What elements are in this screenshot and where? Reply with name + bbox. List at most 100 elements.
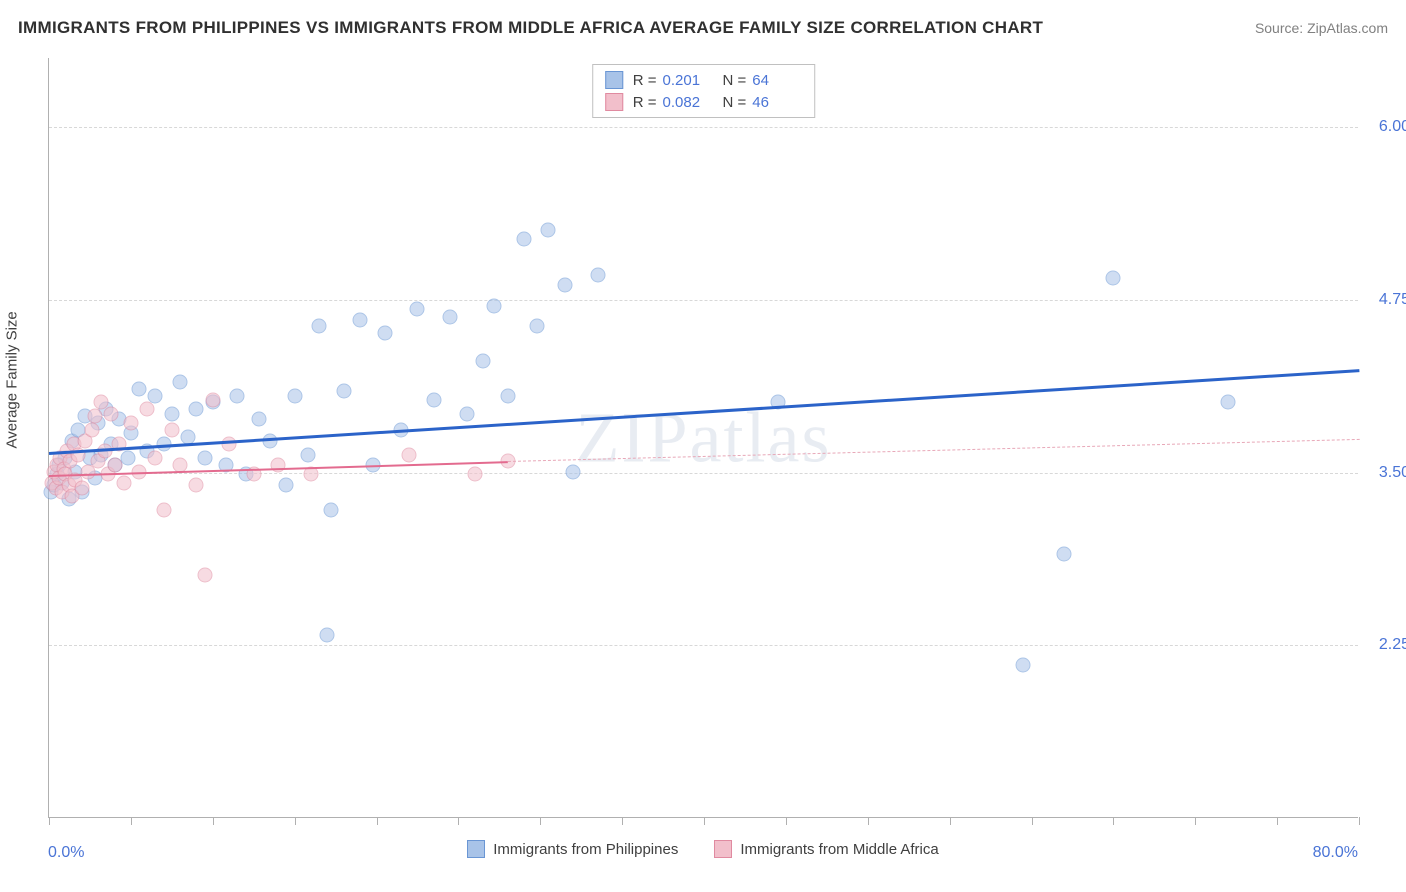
data-point xyxy=(590,268,605,283)
y-tick-label: 2.25 xyxy=(1365,636,1406,654)
data-point xyxy=(475,354,490,369)
n-value: 64 xyxy=(752,72,802,89)
data-point xyxy=(104,406,119,421)
data-point xyxy=(148,450,163,465)
data-point xyxy=(1106,271,1121,286)
data-point xyxy=(377,326,392,341)
data-point xyxy=(140,402,155,417)
data-point xyxy=(156,503,171,518)
x-tick xyxy=(295,817,296,825)
data-point xyxy=(1221,395,1236,410)
x-tick xyxy=(377,817,378,825)
n-label: N = xyxy=(723,94,747,111)
data-point xyxy=(117,475,132,490)
data-point xyxy=(566,464,581,479)
legend-stat-row: R = 0.201 N = 64 xyxy=(593,69,815,91)
data-point xyxy=(230,388,245,403)
x-tick xyxy=(1359,817,1360,825)
x-tick xyxy=(786,817,787,825)
x-tick xyxy=(458,817,459,825)
chart-title: IMMIGRANTS FROM PHILIPPINES VS IMMIGRANT… xyxy=(18,18,1043,38)
x-tick xyxy=(131,817,132,825)
y-tick-label: 3.50 xyxy=(1365,464,1406,482)
data-point xyxy=(300,447,315,462)
legend-swatch xyxy=(605,93,623,111)
data-point xyxy=(1057,547,1072,562)
data-point xyxy=(164,406,179,421)
scatter-chart: ZIPatlas R =0.201N =64R =0.082N =46 2.25… xyxy=(48,58,1358,818)
data-point xyxy=(123,416,138,431)
legend-swatch xyxy=(605,71,623,89)
x-tick xyxy=(49,817,50,825)
data-point xyxy=(107,457,122,472)
r-label: R = xyxy=(633,94,657,111)
data-point xyxy=(320,627,335,642)
gridline xyxy=(49,645,1358,646)
legend-series-label: Immigrants from Middle Africa xyxy=(740,841,938,858)
x-tick xyxy=(950,817,951,825)
data-point xyxy=(467,467,482,482)
data-point xyxy=(189,478,204,493)
gridline xyxy=(49,127,1358,128)
data-point xyxy=(323,503,338,518)
data-point xyxy=(197,568,212,583)
chart-header: IMMIGRANTS FROM PHILIPPINES VS IMMIGRANT… xyxy=(18,18,1388,38)
data-point xyxy=(287,388,302,403)
correlation-legend: R = 0.201 N = 64 R = 0.082 N = 46 xyxy=(592,64,816,118)
data-point xyxy=(87,409,102,424)
legend-series-item: Immigrants from Philippines xyxy=(467,840,678,858)
x-tick xyxy=(704,817,705,825)
x-tick xyxy=(1195,817,1196,825)
y-axis-title: Average Family Size xyxy=(4,311,21,448)
r-label: R = xyxy=(633,72,657,89)
x-tick xyxy=(1032,817,1033,825)
data-point xyxy=(487,298,502,313)
legend-stat-row: R = 0.082 N = 46 xyxy=(593,91,815,113)
data-point xyxy=(120,450,135,465)
data-point xyxy=(251,412,266,427)
y-tick-label: 4.75 xyxy=(1365,291,1406,309)
x-tick xyxy=(1113,817,1114,825)
data-point xyxy=(426,392,441,407)
x-tick xyxy=(622,817,623,825)
data-point xyxy=(173,374,188,389)
x-tick xyxy=(540,817,541,825)
data-point xyxy=(279,478,294,493)
r-value: 0.082 xyxy=(663,94,713,111)
data-point xyxy=(557,278,572,293)
legend-series-item: Immigrants from Middle Africa xyxy=(714,840,938,858)
data-point xyxy=(410,301,425,316)
source-attribution: Source: ZipAtlas.com xyxy=(1255,20,1388,36)
data-point xyxy=(1016,658,1031,673)
data-point xyxy=(516,232,531,247)
data-point xyxy=(132,381,147,396)
data-point xyxy=(148,388,163,403)
data-point xyxy=(205,392,220,407)
data-point xyxy=(336,384,351,399)
watermark-text: ZIPatlas xyxy=(576,396,832,479)
x-tick xyxy=(1277,817,1278,825)
n-value: 46 xyxy=(752,94,802,111)
x-tick xyxy=(213,817,214,825)
data-point xyxy=(443,309,458,324)
data-point xyxy=(164,423,179,438)
x-tick xyxy=(868,817,869,825)
y-tick-label: 6.00 xyxy=(1365,118,1406,136)
n-label: N = xyxy=(723,72,747,89)
legend-series-label: Immigrants from Philippines xyxy=(493,841,678,858)
data-point xyxy=(74,481,89,496)
gridline xyxy=(49,300,1358,301)
data-point xyxy=(189,402,204,417)
legend-swatch xyxy=(467,840,485,858)
data-point xyxy=(353,312,368,327)
legend-swatch xyxy=(714,840,732,858)
series-legend: Immigrants from Philippines Immigrants fr… xyxy=(0,840,1406,862)
data-point xyxy=(500,388,515,403)
r-value: 0.201 xyxy=(663,72,713,89)
data-point xyxy=(84,423,99,438)
data-point xyxy=(541,222,556,237)
data-point xyxy=(312,319,327,334)
data-point xyxy=(529,319,544,334)
data-point xyxy=(197,450,212,465)
data-point xyxy=(459,406,474,421)
